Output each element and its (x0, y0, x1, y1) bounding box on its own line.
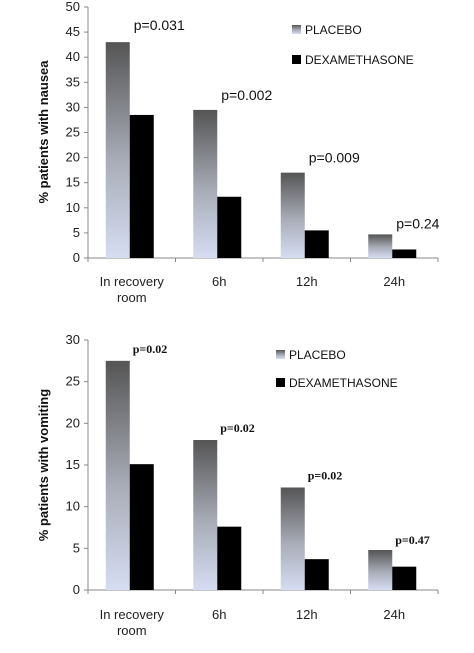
y-tick-label: 5 (73, 540, 80, 555)
x-category-label-line: 6h (212, 607, 226, 622)
nausea-chart: 0 5 10 15 20 25 30 35 40 45 50 % patients with naus… (36, 0, 440, 305)
placebo-bar (193, 440, 218, 590)
y-tick-label: 5 (73, 225, 80, 240)
y-tick-label: 0 (73, 582, 80, 597)
legend-swatch-dexamethasone (292, 55, 301, 64)
x-category-label: 6h (212, 274, 226, 289)
x-category-label-line: room (117, 623, 147, 638)
y-tick-label: 25 (66, 374, 80, 389)
x-category-label-line: In recovery (100, 274, 165, 289)
y-tick-label: 20 (66, 150, 80, 165)
legend-label-placebo: PLACEBO (305, 23, 362, 37)
x-category-label-line: In recovery (100, 607, 165, 622)
legend-swatch-dexamethasone (276, 378, 285, 387)
dexamethasone-bar (217, 196, 242, 258)
placebo-bar (193, 109, 218, 258)
p-value-annotation: p=0.02 (308, 469, 343, 483)
p-value-annotation: p=0.031 (134, 17, 185, 33)
y-axis-label: % patients with vomiting (36, 389, 51, 541)
placebo-bar (368, 550, 393, 590)
y-tick-label: 40 (66, 49, 80, 64)
dexamethasone-bar (129, 464, 154, 590)
x-category-label-line: 24h (383, 607, 405, 622)
legend-label-placebo: PLACEBO (289, 348, 346, 362)
dexamethasone-bar (392, 249, 417, 258)
legend-label-dexamethasone: DEXAMETHASONE (305, 53, 414, 67)
p-value-annotation: p=0.002 (221, 87, 272, 103)
x-category-label-line: 24h (383, 274, 405, 289)
y-tick-label: 20 (66, 415, 80, 430)
p-value-annotation: p=0.47 (395, 533, 430, 547)
y-tick-label: 30 (66, 332, 80, 347)
x-category-label: 12h (296, 274, 318, 289)
x-category-label: In recovery room (100, 274, 165, 305)
x-category-label: 12h (296, 607, 318, 622)
x-category-label: 24h (383, 274, 405, 289)
legend-label-dexamethasone: DEXAMETHASONE (289, 376, 398, 390)
legend-swatch-placebo (276, 350, 285, 359)
legend-swatch-placebo (292, 25, 301, 34)
p-value-annotation: p=0.009 (309, 150, 360, 166)
placebo-bar (105, 42, 130, 258)
placebo-bar (280, 487, 305, 590)
x-category-label: 6h (212, 607, 226, 622)
y-tick-label: 25 (66, 125, 80, 140)
dexamethasone-bar (304, 559, 329, 590)
x-category-label-line: 12h (296, 274, 318, 289)
dexamethasone-bar (392, 566, 417, 590)
y-tick-label: 50 (66, 0, 80, 14)
p-value-annotation: p=0.02 (133, 342, 168, 356)
placebo-bar (280, 172, 305, 258)
y-tick-label: 10 (66, 499, 80, 514)
dexamethasone-bar (217, 526, 242, 590)
vomiting-chart: 0 5 10 15 20 25 30 % patients with vomiting In r… (36, 332, 439, 638)
y-tick-label: 0 (73, 250, 80, 265)
x-category-label-line: 12h (296, 607, 318, 622)
y-tick-label: 30 (66, 99, 80, 114)
dexamethasone-bar (304, 230, 329, 258)
y-axis-label: % patients with nausea (36, 60, 51, 204)
y-tick-label: 45 (66, 24, 80, 39)
y-tick-label: 35 (66, 74, 80, 89)
x-category-label-line: room (117, 290, 147, 305)
placebo-bar (368, 234, 393, 258)
x-category-label: 24h (383, 607, 405, 622)
y-tick-label: 15 (66, 175, 80, 190)
x-category-label: In recovery room (100, 607, 165, 638)
y-tick-label: 10 (66, 200, 80, 215)
placebo-bar (105, 360, 130, 590)
p-value-annotation: p=0.24 (396, 215, 439, 231)
p-value-annotation: p=0.02 (220, 421, 255, 435)
y-tick-label: 15 (66, 457, 80, 472)
dexamethasone-bar (129, 114, 154, 259)
x-category-label-line: 6h (212, 274, 226, 289)
